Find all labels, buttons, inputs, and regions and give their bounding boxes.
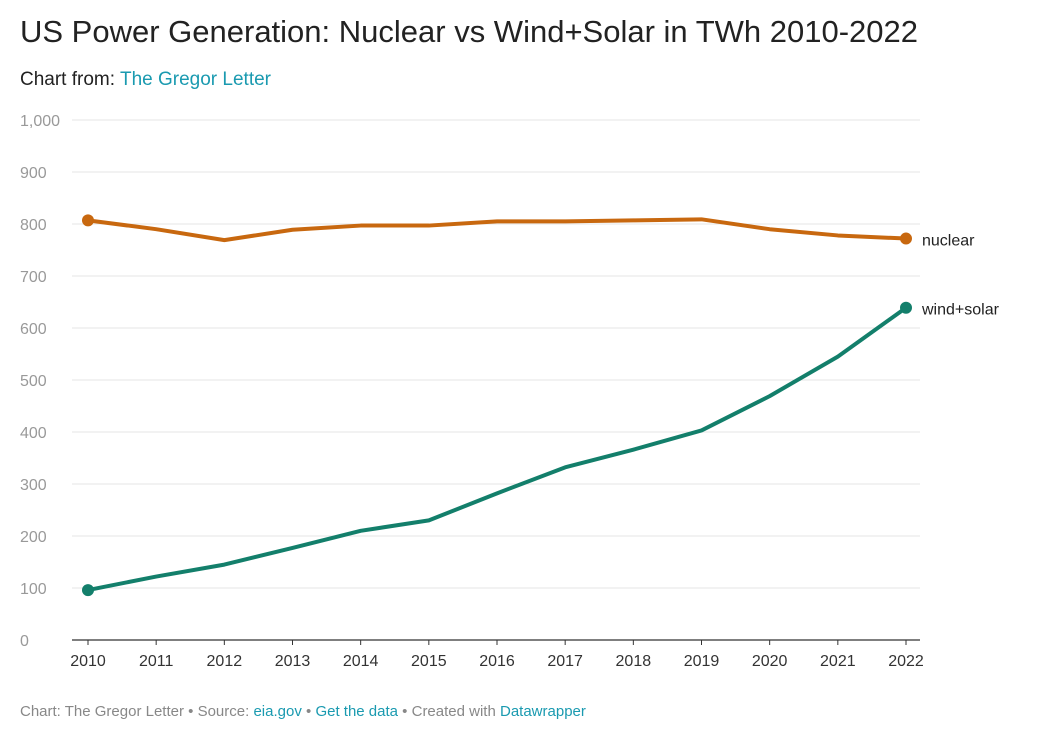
grid: 0 100 200 300 400 500 600 700 800 900 1,000	[20, 113, 920, 650]
series-label-nuclear: nuclear	[922, 233, 975, 250]
x-tick-label: 2014	[343, 653, 379, 670]
chart-subtitle: Chart from: The Gregor Letter	[20, 69, 271, 91]
chart-title: US Power Generation: Nuclear vs Wind+Sol…	[20, 14, 919, 49]
series-line-nuclear	[86, 217, 908, 243]
series-label-wind-solar: wind+solar	[921, 302, 1000, 319]
subtitle-prefix: Chart from:	[20, 69, 116, 90]
y-tick-label: 200	[20, 529, 47, 546]
y-tick-label: 600	[20, 321, 47, 338]
subtitle-link[interactable]: The Gregor Letter	[119, 69, 271, 90]
y-tick-label: 0	[20, 633, 29, 650]
y-tick-label: 700	[20, 269, 47, 286]
x-tick-label: 2021	[820, 653, 856, 670]
y-tick-label: 500	[20, 373, 47, 390]
y-tick-label: 100	[20, 581, 47, 598]
footer-separator: •	[188, 703, 194, 720]
footer-chart-credit: Chart: The Gregor Letter	[20, 703, 184, 720]
y-tick-label: 800	[20, 217, 47, 234]
y-tick-label: 1,000	[20, 113, 60, 130]
x-tick-label: 2017	[547, 653, 583, 670]
footer-created-prefix: Created with	[411, 703, 496, 720]
x-tick-label: 2011	[139, 653, 174, 670]
footer-separator: •	[306, 703, 312, 720]
y-tick-label: 400	[20, 425, 47, 442]
x-tick-label: 2010	[70, 653, 106, 670]
x-tick-label: 2020	[752, 653, 788, 670]
data-point-nuclear	[82, 214, 94, 227]
footer-source-link[interactable]: eia.gov	[253, 703, 302, 720]
series-line-wind-solar	[86, 305, 908, 593]
series-labels: nuclear wind+solar	[921, 233, 1000, 319]
footer-datawrapper-link[interactable]: Datawrapper	[500, 703, 586, 720]
x-axis: 2010 2011 2012 2013 2014 2015 2016 2017 2018 2019…	[70, 639, 924, 670]
data-point-nuclear	[900, 232, 912, 245]
y-tick-label: 900	[20, 165, 47, 182]
x-tick-label: 2012	[207, 653, 243, 670]
data-point-wind-solar	[82, 584, 94, 597]
x-tick-label: 2022	[888, 653, 924, 670]
x-tick-label: 2019	[684, 653, 720, 670]
footer-separator: •	[402, 703, 408, 720]
x-tick-label: 2013	[275, 653, 311, 670]
chart-footer: Chart: The Gregor Letter • Source: eia.g…	[20, 703, 586, 720]
x-tick-label: 2018	[616, 653, 652, 670]
data-point-wind-solar	[900, 301, 912, 314]
footer-get-data-link[interactable]: Get the data	[315, 703, 398, 720]
x-tick-label: 2015	[411, 653, 447, 670]
x-tick-label: 2016	[479, 653, 515, 670]
y-tick-label: 300	[20, 477, 47, 494]
footer-source-prefix: Source:	[197, 703, 250, 720]
series	[82, 214, 912, 597]
